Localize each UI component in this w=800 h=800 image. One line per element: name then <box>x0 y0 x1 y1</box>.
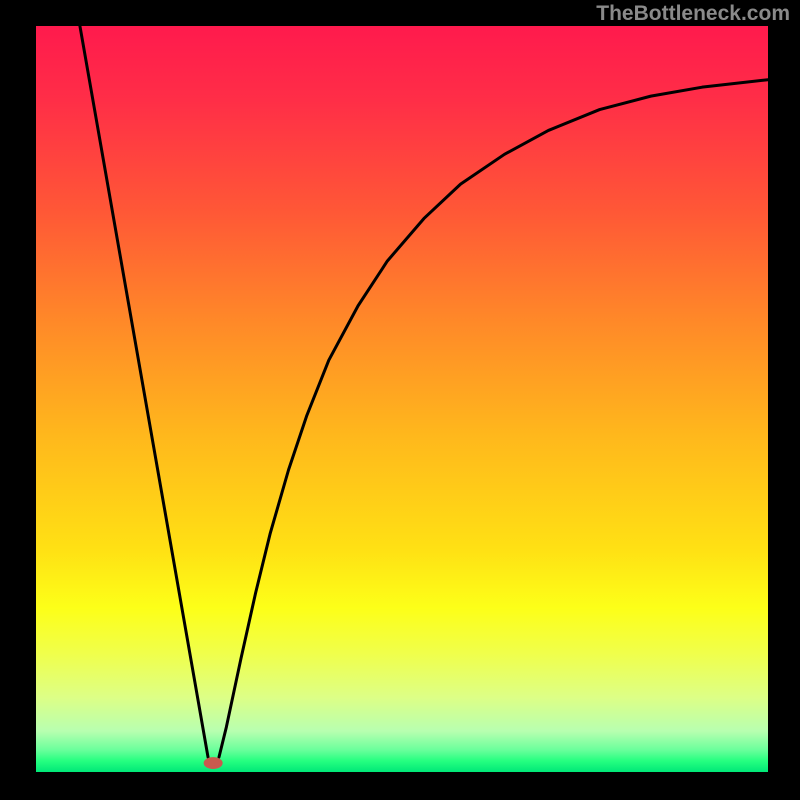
plot-area <box>36 26 768 772</box>
watermark-text: TheBottleneck.com <box>596 2 790 26</box>
minimum-marker <box>204 757 223 769</box>
chart-container: TheBottleneck.com <box>0 0 800 800</box>
